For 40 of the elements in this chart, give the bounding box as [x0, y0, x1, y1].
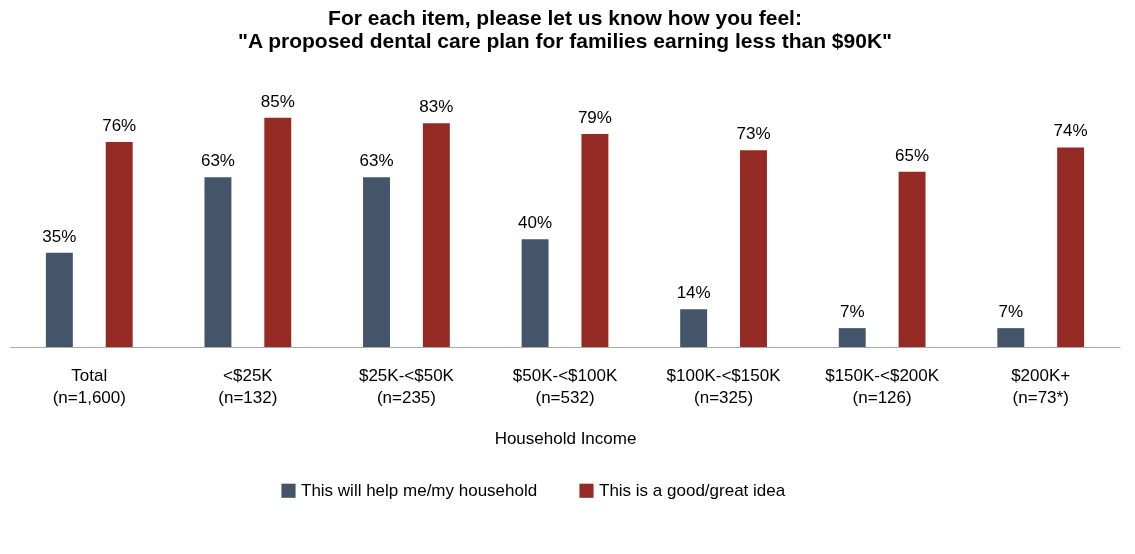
bar [422, 123, 450, 347]
x-tick-label: $200K+ (n=73*) [1011, 365, 1071, 407]
x-tick-label: $150K-<$200K (n=126) [825, 365, 940, 407]
data-label: 76% [102, 116, 137, 136]
bar [838, 328, 866, 347]
data-label: 85% [260, 91, 295, 111]
x-tick-label: <$25K (n=132) [218, 365, 278, 407]
bar [898, 171, 926, 347]
data-label: 7% [998, 302, 1024, 322]
bar [204, 177, 232, 347]
data-label: 7% [839, 302, 865, 322]
data-label: 74% [1053, 121, 1088, 141]
x-tick-label: Total (n=1,600) [52, 365, 126, 407]
x-tick-label: $25K-<$50K (n=235) [358, 365, 455, 407]
data-label: 83% [419, 97, 454, 117]
data-label: 65% [895, 145, 930, 165]
bar [363, 177, 390, 347]
data-label: 63% [200, 151, 235, 171]
bar [45, 252, 73, 347]
data-label: 73% [736, 124, 771, 144]
x-axis-title: Household Income [494, 428, 637, 448]
bar [997, 328, 1025, 347]
text: "A proposed dental care plan for families earning less than $90K" [238, 29, 892, 52]
bar [680, 309, 708, 347]
bar [521, 239, 549, 347]
data-label: 40% [518, 213, 553, 233]
data-label: 79% [577, 108, 612, 128]
bar [264, 117, 292, 347]
text: For each item, please let us know how you feel: [328, 6, 802, 29]
x-tick-label: $50K-<$100K (n=532) [512, 365, 618, 407]
bar [1057, 147, 1085, 347]
bar [581, 134, 609, 347]
x-tick-label: $100K-<$150K (n=325) [666, 365, 782, 407]
data-label: 35% [42, 226, 77, 246]
data-label: 63% [359, 151, 394, 171]
legend-label: This is a good/great idea [599, 480, 786, 500]
legend-label: This will help me/my household [301, 480, 538, 500]
bar [740, 150, 767, 347]
bar [105, 142, 133, 347]
data-label: 14% [676, 283, 711, 303]
